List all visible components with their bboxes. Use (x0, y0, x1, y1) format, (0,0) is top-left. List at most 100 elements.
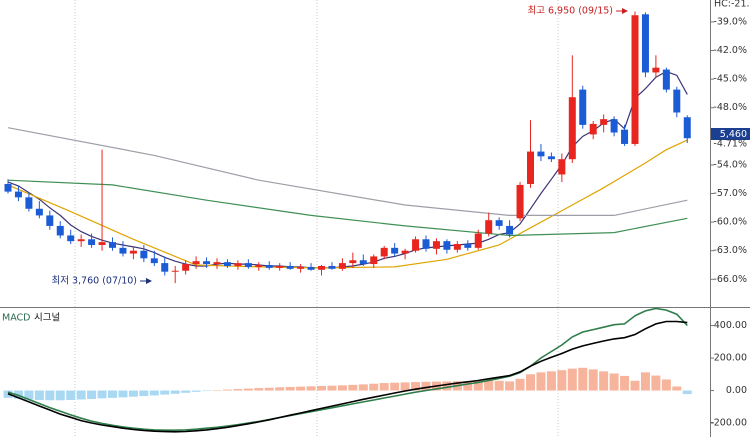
histogram-bar (630, 380, 640, 391)
candle-body (338, 263, 346, 269)
low-annotation: 최저 3,760 (07/10) (51, 276, 137, 287)
histogram-bar (390, 382, 400, 391)
histogram-bar (45, 390, 55, 401)
line (7, 127, 688, 216)
histogram-bar (515, 378, 525, 391)
candle-body (297, 266, 305, 269)
histogram-bar (76, 390, 86, 400)
y-tick-label: -200.00 (710, 418, 747, 429)
histogram-bar (254, 388, 264, 391)
candle-body (349, 260, 357, 264)
candle-body (641, 14, 649, 73)
histogram-bar (149, 390, 159, 396)
histogram-bar (170, 390, 180, 394)
histogram-bar (651, 375, 661, 391)
candle-body (213, 262, 221, 265)
legend-macd: MACD (2, 313, 30, 324)
candle-body (370, 256, 378, 265)
candle-body (516, 184, 524, 219)
candle-body (203, 261, 211, 265)
histogram-bar (327, 385, 337, 391)
candle-body (140, 250, 148, 259)
histogram-bar (567, 368, 577, 391)
histogram-bar (421, 381, 431, 391)
candle-body (286, 265, 294, 269)
histogram-bar (620, 375, 630, 391)
histogram-bar (379, 383, 389, 391)
histogram-bar (578, 367, 588, 391)
histogram-bar (463, 381, 473, 391)
y-tick-label: -54.0% (713, 159, 747, 170)
line (7, 179, 688, 237)
histogram-bar (34, 390, 44, 400)
candle-body (401, 250, 409, 254)
candle-body (150, 258, 158, 264)
histogram-bar (285, 386, 295, 391)
candle-body (25, 197, 33, 209)
histogram-bar (442, 381, 452, 391)
candle-body (464, 244, 472, 248)
candle-body (485, 220, 493, 234)
histogram-bar (526, 374, 535, 391)
y-tick-label: -60.0% (713, 217, 747, 228)
histogram-bar (672, 386, 682, 391)
y-tick-label: -42.0% (713, 45, 747, 56)
last-price: 5,460 (720, 129, 747, 140)
histogram-bar (661, 379, 671, 391)
candle-body (255, 265, 263, 267)
candle-body (4, 183, 12, 192)
candle-body (46, 215, 54, 226)
candle-body (391, 247, 399, 254)
histogram-bar (400, 382, 410, 391)
histogram-bar (108, 390, 117, 398)
candle-body (67, 235, 75, 242)
histogram-bar (222, 389, 232, 391)
histogram-bar (181, 390, 191, 393)
histogram-bar (264, 387, 274, 391)
candle-body (119, 247, 127, 254)
candle-body (307, 266, 315, 270)
histogram-bar (55, 390, 65, 401)
histogram-bar (546, 371, 556, 391)
candle-body (328, 265, 336, 269)
y-tick-label: -45.0% (713, 74, 747, 85)
candle-body (631, 15, 639, 144)
histogram-bar (24, 390, 34, 400)
candle-body (276, 265, 284, 268)
candle-body (537, 151, 545, 157)
candle-body (422, 239, 430, 249)
histogram-bar (369, 383, 379, 391)
histogram-bar (536, 372, 546, 391)
candle-body (182, 264, 190, 271)
histogram-bar (296, 386, 306, 391)
candle-body (56, 225, 64, 236)
candle-body (600, 119, 608, 125)
line (7, 320, 688, 433)
candle-body (129, 250, 137, 254)
histogram-bar (87, 390, 97, 399)
candle-body (621, 129, 629, 144)
candle-body (244, 263, 252, 267)
candle-body (527, 151, 534, 184)
candle-body (192, 261, 200, 265)
candle-body (610, 119, 618, 133)
histogram-bar (348, 384, 358, 391)
last-change: -4.71% (713, 139, 747, 150)
line (7, 139, 688, 269)
candle-body (683, 117, 691, 139)
candle-body (673, 89, 681, 113)
histogram-bar (243, 388, 253, 391)
y-tick-label: -39.0% (713, 16, 747, 27)
histogram-bar (275, 387, 285, 391)
y-tick-label: 200.00 (714, 353, 747, 364)
legend-signal: 시그널 (34, 313, 60, 324)
candle-body (453, 244, 461, 250)
histogram-bar (557, 370, 567, 391)
histogram-bar (640, 372, 650, 391)
candle-body (77, 239, 85, 242)
candle-body (506, 225, 514, 235)
histogram-bar (588, 369, 598, 391)
candle-body (558, 159, 566, 175)
